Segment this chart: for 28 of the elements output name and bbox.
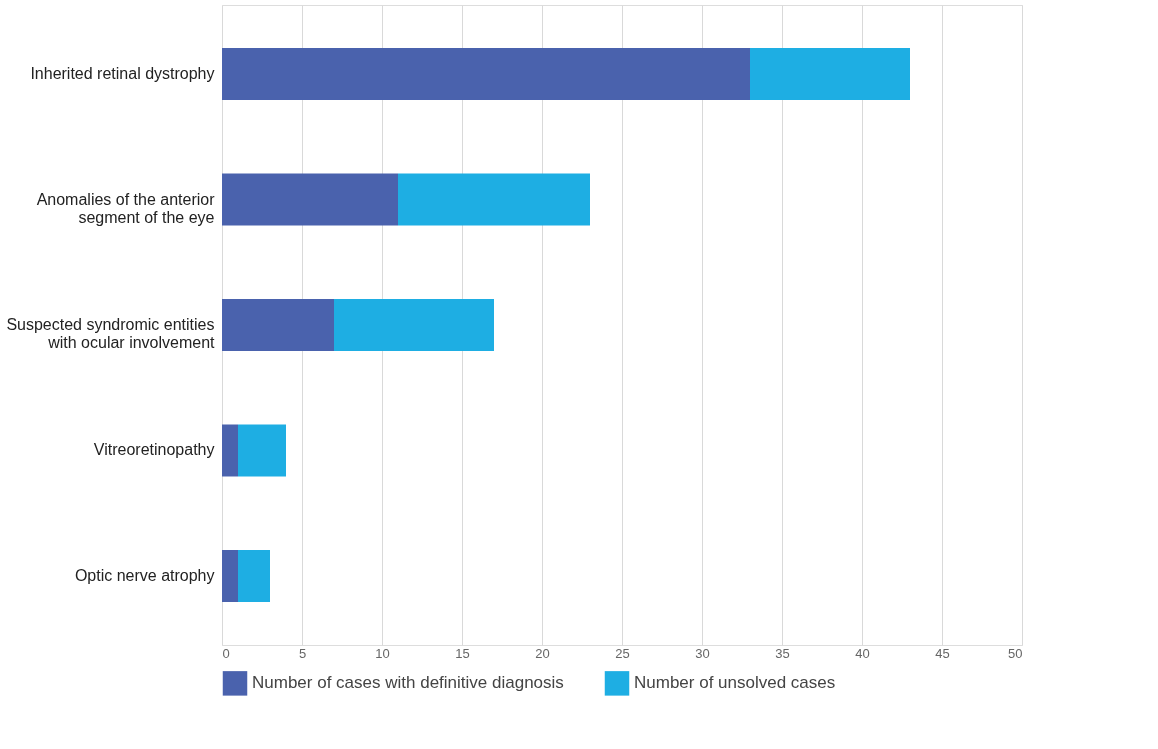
bar xyxy=(222,173,398,226)
x-tick-label: 25 xyxy=(615,645,630,661)
bar xyxy=(334,299,494,351)
y-tick-label: Anomalies of the anterior segment of the eye xyxy=(36,190,216,226)
x-tick-label: 50 xyxy=(1008,645,1023,661)
x-tick-label: 0 xyxy=(222,645,230,661)
y-tick-label: Vitreoretinopathy xyxy=(93,441,215,459)
bar xyxy=(222,48,750,101)
x-tick-label: 45 xyxy=(935,645,950,661)
bar xyxy=(238,549,270,602)
bar xyxy=(222,299,334,351)
bar xyxy=(222,549,238,602)
x-tick-label: 15 xyxy=(455,645,470,661)
bar xyxy=(398,173,590,226)
x-tick-label: 5 xyxy=(298,645,307,661)
bar xyxy=(750,48,910,101)
x-tick-label: 35 xyxy=(775,645,790,661)
bar xyxy=(222,424,238,477)
y-tick-label: Inherited retinal dystrophy xyxy=(30,65,215,83)
x-tick-label: 10 xyxy=(375,645,390,661)
legend-label: Number of cases with definitive diagnosis xyxy=(252,673,564,693)
x-tick-label: 30 xyxy=(695,645,710,661)
x-tick-label: 20 xyxy=(535,645,550,661)
y-tick-label: Optic nerve atrophy xyxy=(74,566,215,584)
x-tick-label: 40 xyxy=(855,645,870,661)
y-tick-label: Suspected syndromic entities with ocular involvement xyxy=(6,316,216,351)
bar xyxy=(238,424,286,477)
legend-label: Number of unsolved cases xyxy=(634,673,836,693)
